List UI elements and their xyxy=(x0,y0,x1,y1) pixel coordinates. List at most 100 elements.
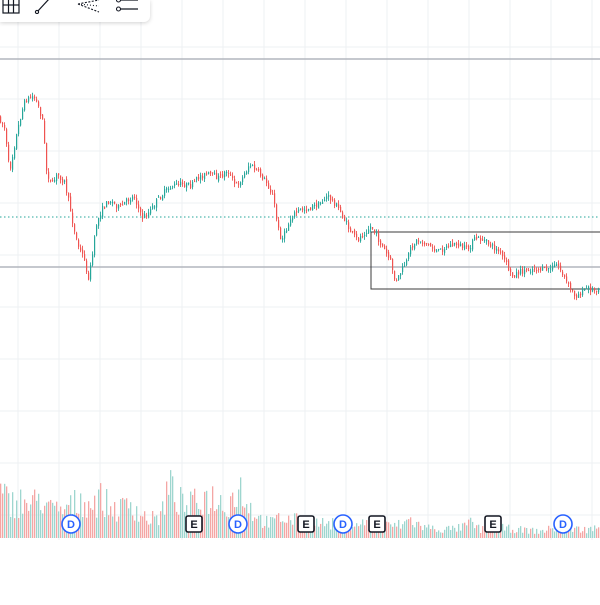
candle-body xyxy=(102,205,104,217)
volume-bar xyxy=(286,522,288,538)
volume-bar xyxy=(450,529,452,538)
earnings-marker[interactable]: E xyxy=(185,515,203,533)
dividend-marker[interactable]: D xyxy=(61,514,81,534)
volume-bar xyxy=(486,528,488,538)
volume-bar xyxy=(84,502,86,538)
volume-bar xyxy=(74,490,76,538)
candle-body xyxy=(180,181,182,185)
candle-body xyxy=(366,233,368,235)
candle-body xyxy=(320,202,322,204)
volume-bar xyxy=(262,527,264,538)
volume-bar xyxy=(146,520,148,538)
candle-body xyxy=(216,172,218,180)
candle-body xyxy=(354,230,356,235)
volume-bar xyxy=(272,517,274,538)
volume-bar xyxy=(552,528,554,538)
volume-bar xyxy=(394,522,396,538)
candle-body xyxy=(484,239,486,241)
volume-bar xyxy=(470,517,472,538)
volume-bar xyxy=(530,528,532,538)
candle-body xyxy=(592,288,594,292)
candle-body xyxy=(340,206,342,213)
candle-body xyxy=(60,175,62,180)
candle-body xyxy=(260,169,262,176)
candle-body xyxy=(16,134,18,149)
candle-body xyxy=(522,268,524,274)
pitchfork-tool-icon xyxy=(77,0,100,13)
candle-body xyxy=(372,227,374,229)
volume-bar xyxy=(86,517,88,538)
candle-body xyxy=(438,248,440,250)
earnings-marker[interactable]: E xyxy=(484,515,502,533)
volume-bar xyxy=(268,527,270,538)
volume-bar xyxy=(488,532,490,538)
dividend-marker[interactable]: D xyxy=(333,514,353,534)
parallel-channel-tool-button[interactable] xyxy=(115,0,141,18)
earnings-marker[interactable]: E xyxy=(297,515,315,533)
pitchfork-tool-button[interactable] xyxy=(76,0,102,18)
volume-bar xyxy=(414,527,416,538)
candle-body xyxy=(506,260,508,262)
candle-body xyxy=(500,251,502,253)
volume-bar xyxy=(590,526,592,538)
candle-body xyxy=(584,289,586,291)
candle-body xyxy=(6,129,8,145)
volume-bar xyxy=(454,527,456,538)
candle-body xyxy=(140,208,142,213)
candle-body xyxy=(496,248,498,251)
candle-body xyxy=(518,271,520,275)
volume-bar xyxy=(364,525,366,538)
volume-bar xyxy=(418,521,420,538)
candle-body xyxy=(338,204,340,209)
volume-bar xyxy=(316,518,318,538)
candle-body xyxy=(370,226,372,230)
volume-bar xyxy=(436,531,438,538)
volume-bar xyxy=(92,509,94,538)
candle-body xyxy=(452,243,454,247)
candle-body xyxy=(18,124,20,135)
volume-bar xyxy=(270,516,272,538)
volume-bar xyxy=(154,516,156,538)
candle-body xyxy=(378,233,380,242)
dividend-marker[interactable]: D xyxy=(553,514,573,534)
candle-body xyxy=(248,166,250,172)
candle-body xyxy=(12,157,14,170)
dividend-marker[interactable]: D xyxy=(228,514,248,534)
volume-bar xyxy=(516,532,518,538)
volume-bar xyxy=(152,510,154,538)
volume-bar xyxy=(88,501,90,538)
candle-body xyxy=(282,238,284,240)
volume-bar xyxy=(206,490,208,538)
candle-body xyxy=(88,272,90,280)
volume-bar xyxy=(544,532,546,538)
candle-body xyxy=(56,174,58,182)
candle-body xyxy=(356,233,358,238)
earnings-marker[interactable]: E xyxy=(368,515,386,533)
candle-body xyxy=(576,295,578,298)
volume-bar xyxy=(90,508,92,538)
volume-bar xyxy=(506,526,508,538)
volume-bar xyxy=(496,528,498,538)
candle-body xyxy=(386,248,388,254)
volume-bar xyxy=(248,513,250,538)
trend-line-tool-button[interactable] xyxy=(30,0,56,18)
volume-bar xyxy=(282,521,284,538)
volume-bar xyxy=(318,526,320,538)
volume-bar xyxy=(406,519,408,538)
candle-body xyxy=(482,239,484,241)
volume-bar xyxy=(240,477,242,538)
candle-body xyxy=(262,174,264,180)
candle-body xyxy=(486,239,488,242)
volume-bar xyxy=(20,489,22,538)
grid-tool-button[interactable] xyxy=(0,0,24,18)
candle-body xyxy=(242,177,244,183)
volume-bar xyxy=(402,524,404,538)
rectangle-drawing[interactable] xyxy=(370,231,600,290)
volume-bar xyxy=(350,530,352,538)
volume-bar xyxy=(160,511,162,538)
candle-body xyxy=(382,243,384,247)
earnings-marker-label: E xyxy=(190,519,197,531)
